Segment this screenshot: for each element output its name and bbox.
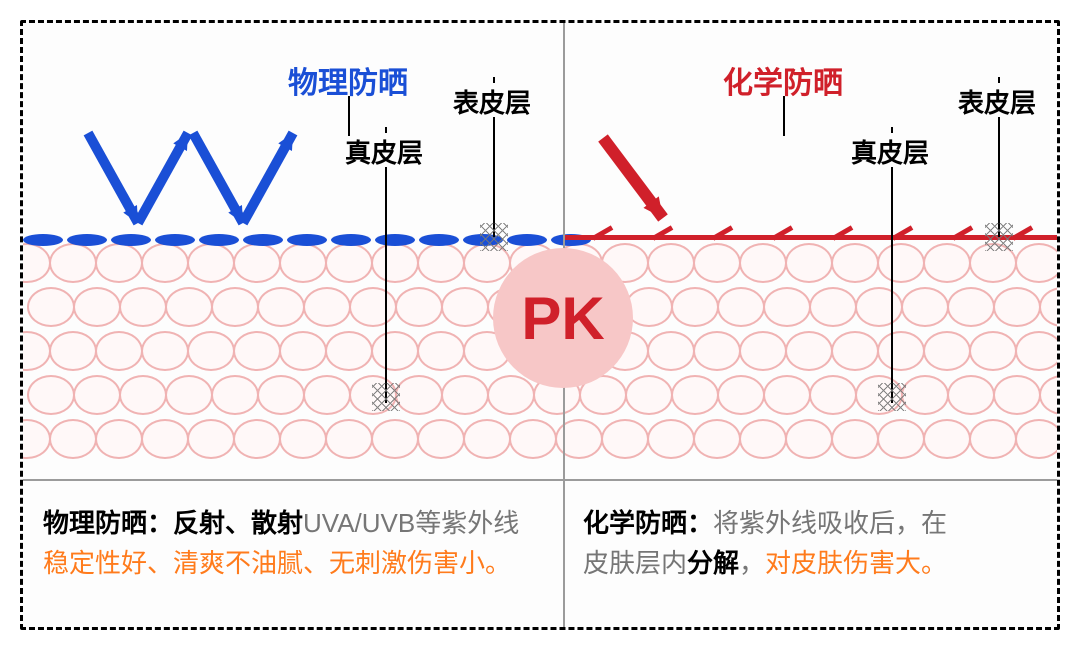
diagram-frame: 物理防晒 化学防晒 表皮层真皮层表皮层真皮层 PK 物理防晒：反射、散射UVA/… (20, 20, 1060, 630)
physical-caption: 物理防晒：反射、散射UVA/UVB等紫外线稳定性好、清爽不油腻、无刺激伤害小。 (43, 503, 543, 584)
chemical-caption: 化学防晒：将紫外线吸收后，在皮肤层内分解，对皮肤伤害大。 (583, 503, 1043, 584)
pk-badge: PK (493, 248, 633, 388)
diagram-panel: 物理防晒 化学防晒 表皮层真皮层表皮层真皮层 PK 物理防晒：反射、散射UVA/… (23, 23, 1057, 627)
